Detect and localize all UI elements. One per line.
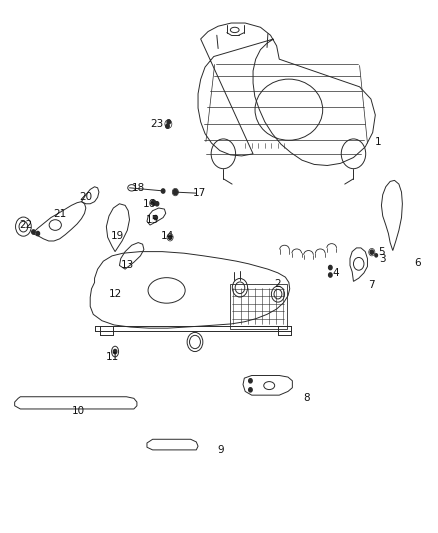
Circle shape — [166, 124, 169, 128]
Circle shape — [36, 231, 39, 236]
Circle shape — [154, 215, 157, 220]
Text: 16: 16 — [142, 199, 156, 209]
Circle shape — [168, 235, 172, 239]
Text: 3: 3 — [379, 254, 386, 263]
Text: 12: 12 — [109, 289, 122, 299]
Text: 14: 14 — [161, 231, 174, 241]
Text: 7: 7 — [367, 280, 374, 289]
Circle shape — [370, 250, 374, 254]
Text: 4: 4 — [333, 269, 339, 278]
Text: 22: 22 — [19, 220, 33, 230]
Text: 10: 10 — [72, 406, 85, 416]
Circle shape — [151, 200, 155, 205]
Text: 9: 9 — [217, 445, 224, 455]
Circle shape — [328, 265, 332, 270]
Text: 18: 18 — [132, 183, 145, 193]
Text: 8: 8 — [303, 393, 310, 403]
Text: 17: 17 — [193, 188, 206, 198]
Circle shape — [249, 378, 252, 383]
Circle shape — [113, 350, 117, 354]
Text: 20: 20 — [79, 192, 92, 203]
Circle shape — [32, 230, 35, 234]
Text: 11: 11 — [106, 352, 119, 362]
Text: 6: 6 — [414, 258, 421, 268]
Text: 21: 21 — [53, 209, 66, 220]
Text: 5: 5 — [378, 247, 385, 257]
Text: 23: 23 — [150, 119, 164, 129]
Circle shape — [375, 254, 378, 257]
Circle shape — [249, 387, 252, 392]
Text: 13: 13 — [121, 261, 134, 270]
Circle shape — [173, 189, 177, 195]
Text: 15: 15 — [146, 215, 159, 225]
Text: 19: 19 — [111, 231, 124, 241]
Circle shape — [155, 201, 159, 206]
Circle shape — [328, 273, 332, 277]
Text: 1: 1 — [375, 136, 381, 147]
Circle shape — [161, 189, 165, 193]
Text: 2: 2 — [275, 279, 281, 288]
Circle shape — [167, 120, 170, 124]
